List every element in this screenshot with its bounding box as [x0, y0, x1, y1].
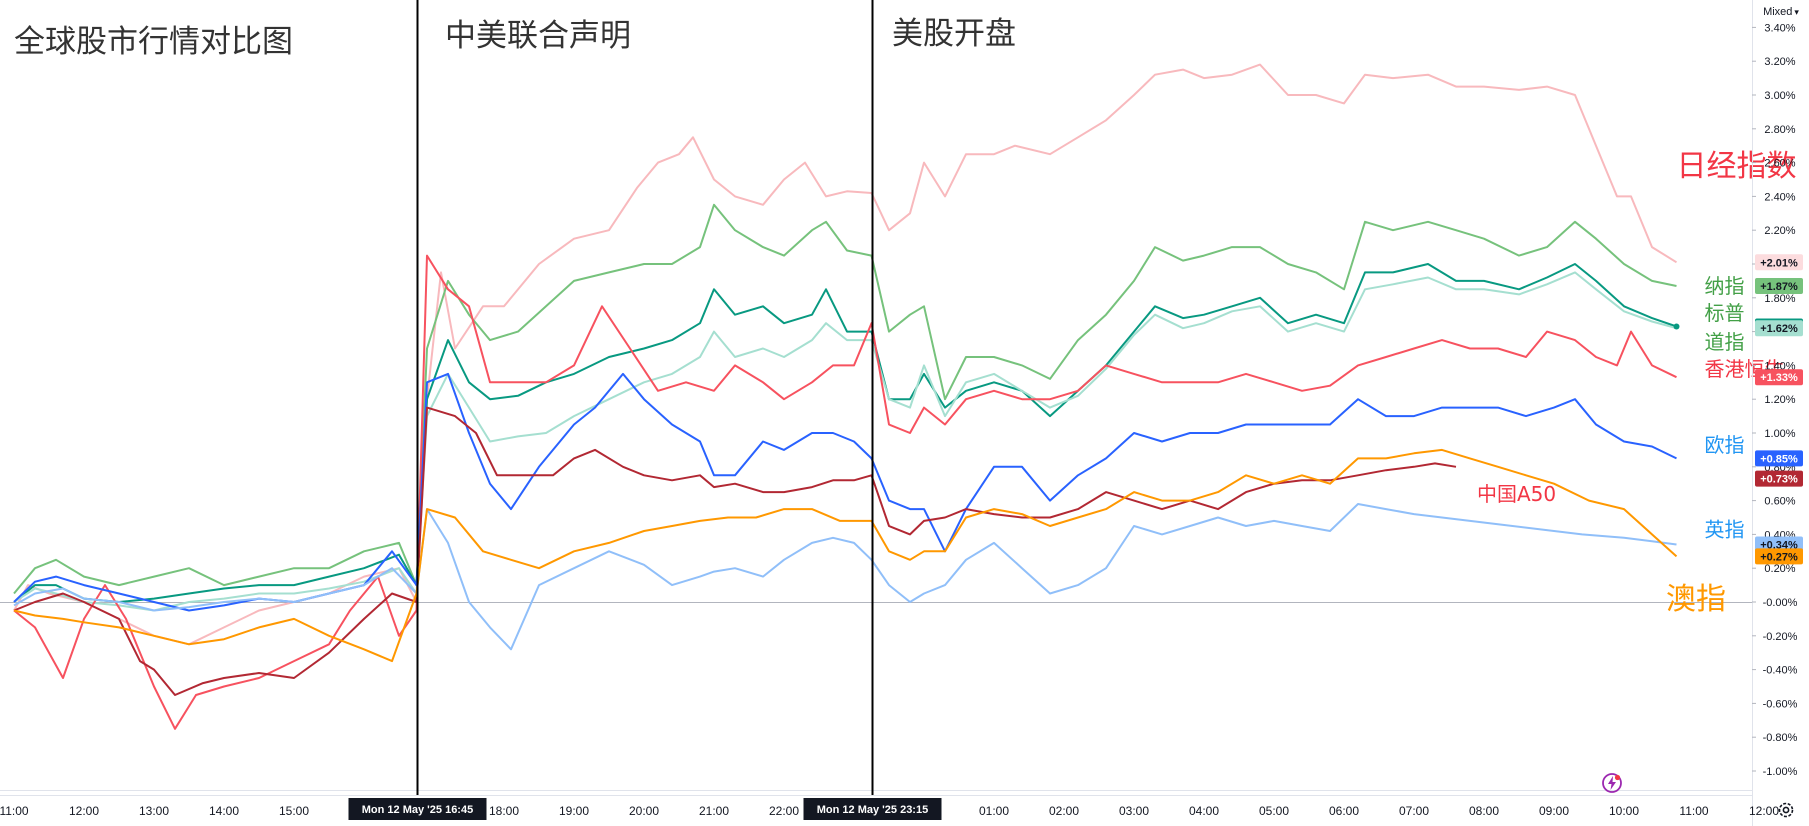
section-title-1: 中美联合声明	[445, 18, 631, 54]
y-tick-label-6: 2.20%	[1764, 225, 1795, 237]
svg-text:+0.85%: +0.85%	[1760, 453, 1798, 465]
x-tick-label-7: 20:00	[629, 804, 659, 818]
svg-text:+1.62%: +1.62%	[1760, 323, 1798, 335]
series-label-8: 澳指	[1666, 582, 1726, 617]
x-tick-label-14: 05:00	[1259, 804, 1289, 818]
y-tick-label-1: 3.20%	[1764, 56, 1795, 68]
y-tick-label-2: 3.00%	[1764, 90, 1795, 102]
series-label-3: 道指	[1705, 330, 1745, 354]
series-label-6: 中国A50	[1477, 482, 1556, 506]
y-tick-label-0: 3.40%	[1764, 22, 1795, 34]
x-tick-label-18: 09:00	[1539, 804, 1569, 818]
series-line-4	[13, 254, 1677, 730]
x-tick-label-11: 02:00	[1049, 804, 1079, 818]
svg-text:+0.73%: +0.73%	[1760, 474, 1798, 486]
chevron-down-icon: ▾	[1794, 6, 1799, 17]
y-tick-label-12: 1.00%	[1764, 428, 1795, 440]
series-label-2: 标普	[1705, 301, 1745, 325]
x-tick-label-15: 06:00	[1329, 804, 1359, 818]
x-tick-label-0: 11:00	[0, 804, 29, 818]
x-tick-label-17: 08:00	[1469, 804, 1499, 818]
gear-icon[interactable]	[1776, 800, 1796, 820]
x-tick-label-6: 19:00	[559, 804, 589, 818]
svg-text:+1.33%: +1.33%	[1760, 372, 1798, 384]
x-tick-label-21: 12:00	[1749, 804, 1779, 818]
price-badge-8: +0.27%	[1755, 548, 1803, 565]
time-marker-label-0: Mon 12 May '25 16:45	[348, 798, 487, 820]
y-tick-label-20: -0.60%	[1763, 698, 1798, 710]
y-tick-label-8: 1.80%	[1764, 293, 1795, 305]
x-axis: 11:00 12:00 13:00 14:00 15:00 18:00 19:00 20:00…	[0, 804, 1779, 818]
x-tick-label-8: 21:00	[699, 804, 729, 818]
svg-text:+2.01%: +2.01%	[1760, 257, 1798, 269]
svg-text:+1.87%: +1.87%	[1760, 281, 1798, 293]
y-tick-label-19: -0.40%	[1763, 665, 1798, 677]
section-title-0: 全球股市行情对比图	[14, 24, 293, 60]
last-price-dot	[1673, 323, 1680, 330]
x-tick-label-9: 22:00	[769, 804, 799, 818]
series-line-2	[13, 263, 1677, 603]
price-badge-1: +1.87%	[1755, 277, 1803, 294]
series-label-5: 欧指	[1705, 433, 1745, 457]
scale-mode-label: Mixed	[1763, 6, 1793, 18]
series-line-6	[13, 406, 1457, 696]
series-line-0	[13, 63, 1678, 646]
section-titles-group: 全球股市行情对比图 中美联合声明 美股开盘	[14, 16, 1016, 60]
lightning-icon[interactable]	[1601, 772, 1623, 794]
series-label-7: 英指	[1705, 518, 1745, 542]
y-tick-label-14: 0.60%	[1764, 496, 1795, 508]
x-tick-label-13: 04:00	[1189, 804, 1219, 818]
section-title-2: 美股开盘	[892, 16, 1016, 52]
time-markers-group: Mon 12 May '25 16:45 Mon 12 May '25 23:15	[348, 0, 942, 820]
x-tick-label-19: 10:00	[1609, 804, 1639, 818]
y-tick-label-21: -0.80%	[1763, 732, 1798, 744]
series-line-1	[13, 203, 1677, 595]
scale-mode-button[interactable]: Mixed ▾	[1757, 2, 1805, 22]
x-tick-label-2: 13:00	[139, 804, 169, 818]
y-tick-label-18: -0.20%	[1763, 631, 1798, 643]
x-tick-label-1: 12:00	[69, 804, 99, 818]
y-tick-label-3: 2.80%	[1764, 124, 1795, 136]
axes-group	[0, 0, 1753, 826]
price-badge-4: +1.33%	[1755, 369, 1803, 386]
y-tick-label-11: 1.20%	[1764, 394, 1795, 406]
price-badge-6: +0.73%	[1755, 470, 1803, 487]
y-tick-label-22: -1.00%	[1763, 766, 1798, 778]
price-badges-group: +2.01%+1.87%+1.63%+1.62%+1.33%+0.85%+0.7…	[1755, 254, 1803, 565]
series-label-0: 日经指数	[1677, 149, 1797, 184]
x-tick-label-3: 14:00	[209, 804, 239, 818]
y-tick-label-4: 2.60%	[1764, 158, 1795, 170]
y-tick-label-17: -0.00%	[1763, 597, 1798, 609]
series-line-7	[13, 503, 1677, 651]
x-tick-label-20: 11:00	[1679, 804, 1708, 818]
price-badge-0: +2.01%	[1755, 254, 1803, 271]
y-tick-label-16: 0.20%	[1764, 563, 1795, 575]
x-tick-label-16: 07:00	[1399, 804, 1429, 818]
x-tick-label-10: 01:00	[979, 804, 1009, 818]
price-badge-3: +1.62%	[1755, 320, 1803, 337]
chart-series-group	[13, 63, 1680, 730]
series-label-1: 纳指	[1705, 274, 1745, 298]
y-tick-label-5: 2.40%	[1764, 191, 1795, 203]
svg-text:Mon 12 May '25 23:15: Mon 12 May '25 23:15	[817, 804, 928, 816]
price-badge-5: +0.85%	[1755, 450, 1803, 467]
x-tick-label-12: 03:00	[1119, 804, 1149, 818]
series-line-3	[13, 271, 1677, 612]
series-line-8	[13, 448, 1678, 663]
time-marker-label-1: Mon 12 May '25 23:15	[803, 798, 942, 820]
x-tick-label-5: 18:00	[489, 804, 519, 818]
svg-text:+0.27%: +0.27%	[1760, 551, 1798, 563]
x-tick-label-4: 15:00	[279, 804, 309, 818]
svg-text:Mon 12 May '25 16:45: Mon 12 May '25 16:45	[362, 804, 473, 816]
